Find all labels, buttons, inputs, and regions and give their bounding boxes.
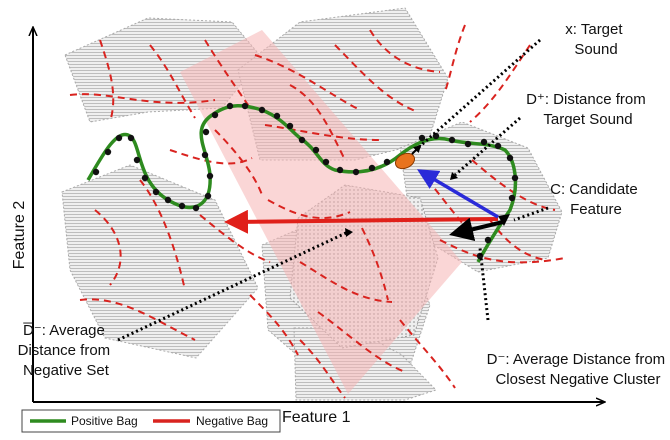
candidate-feature-marker [498,214,510,226]
target-sound-marker [394,152,416,170]
negative-bags [69,24,566,399]
leader-d-bar-minus [117,230,349,342]
legend-box [21,409,281,433]
legend-negative-label: Negative Bag [196,414,268,428]
label-candidate-feature: C: Candidate Feature [550,181,642,218]
small-pointer-d-plus [450,172,458,180]
label-d-bar-minus: D̅⁻: Average Distance from Negative Set [18,322,115,379]
d-bar-minus-symbol: D̅⁻ [23,322,42,339]
d-minus-arrow [449,217,504,242]
leader-d-minus [478,247,490,321]
leader-lines [117,38,549,342]
label-d-plus: D⁺: Distance from Target Sound [526,91,650,128]
label-d-minus: D⁻: Average Distance from Closest Negati… [487,351,670,388]
legend: Positive Bag Negative Bag [21,409,281,433]
y-axis-label: Feature 2 [11,201,28,270]
positive-bag-curve [86,104,518,263]
x-axis-label: Feature 1 [282,409,351,426]
positive-bag [86,102,519,263]
d-plus-arrow [416,169,499,219]
small-pointer-d-bar [345,228,353,237]
label-target-sound: x: Target Sound [565,21,626,58]
leader-target [417,38,541,150]
negative-set-region [180,30,462,394]
cluster-right-mid [399,121,563,273]
leader-candidate [513,206,549,222]
legend-positive-label: Positive Bag [71,414,138,428]
positive-bag-dots [92,102,519,260]
